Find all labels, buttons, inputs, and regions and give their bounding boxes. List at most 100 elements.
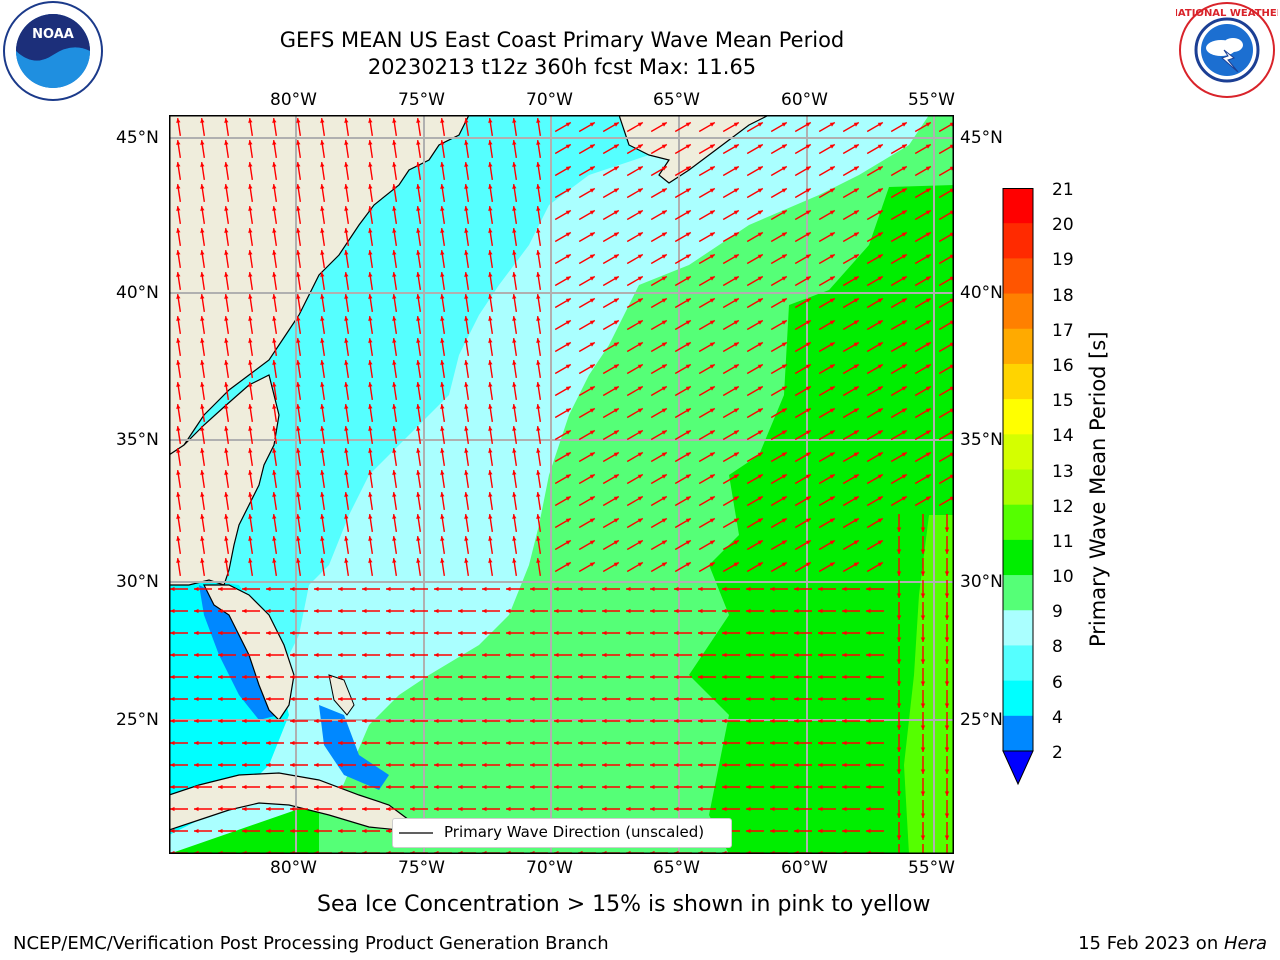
wave-arrow-head (925, 276, 931, 281)
wave-arrow-head (536, 382, 541, 387)
wave-arrow-head (920, 593, 926, 598)
wave-arrow-head (224, 250, 229, 255)
wave-arrow-head (709, 386, 715, 391)
wave-arrow-head (589, 166, 595, 171)
wave-arrow-head (224, 338, 229, 343)
wave-arrow-head (818, 762, 823, 768)
wave-arrow-head (338, 696, 343, 702)
wave-arrow-head (637, 210, 643, 215)
wave-arrow-head (458, 652, 463, 658)
wave-arrow-head (458, 762, 463, 768)
wave-arrow-head (698, 652, 703, 658)
wave-arrow-head (512, 140, 517, 145)
period-band-11-12 (904, 515, 954, 854)
wave-arrow-head (661, 364, 667, 369)
wave-arrow-head (589, 540, 595, 545)
wave-arrow-head (565, 430, 571, 435)
wave-arrow-head (661, 122, 667, 127)
wave-arrow-head (272, 492, 277, 497)
wave-arrow-head (781, 408, 787, 413)
wave-arrow-head (805, 210, 811, 215)
wave-arrow-head (805, 518, 811, 523)
colorbar-label: Primary Wave Mean Period [s] (1086, 331, 1110, 647)
wave-arrow-head (746, 762, 751, 768)
wave-arrow-head (920, 659, 926, 664)
wave-arrow-head (805, 298, 811, 303)
wave-arrow-head (685, 232, 691, 237)
wave-arrow-head (626, 784, 631, 790)
wave-arrow-head (176, 360, 181, 365)
wave-arrow-head (314, 674, 319, 680)
wave-arrow-head (416, 448, 421, 453)
wave-arrow-head (218, 674, 223, 680)
wave-arrow-head (440, 140, 445, 145)
wave-arrow-head (386, 652, 391, 658)
wave-arrow-head (554, 740, 559, 746)
wave-arrow-head (200, 404, 205, 409)
wave-arrow-head (842, 586, 847, 592)
wave-arrow-head (248, 338, 253, 343)
wave-arrow-head (794, 762, 799, 768)
wave-arrow-head (781, 452, 787, 457)
wave-arrow-head (512, 360, 517, 365)
wave-arrow-head (613, 408, 619, 413)
wave-arrow-head (392, 294, 397, 299)
wave-arrow-head (296, 382, 301, 387)
wave-arrow-head (896, 791, 902, 796)
wave-arrow-head (920, 637, 926, 642)
wave-arrow-head (506, 718, 511, 724)
wave-arrow-head (709, 408, 715, 413)
wave-arrow-head (338, 762, 343, 768)
wave-arrow-head (224, 118, 229, 123)
wave-arrow-head (488, 118, 493, 123)
wave-arrow-head (416, 272, 421, 277)
wave-arrow-head (757, 408, 763, 413)
wave-arrow-head (842, 762, 847, 768)
wave-arrow-head (842, 828, 847, 834)
wave-arrow-head (554, 674, 559, 680)
wave-arrow-head (685, 386, 691, 391)
wave-arrow-head (650, 806, 655, 812)
wave-arrow-head (805, 188, 811, 193)
wave-arrow-head (733, 540, 739, 545)
wave-arrow-head (554, 718, 559, 724)
wave-arrow-head (464, 514, 469, 519)
wave-arrow-head (530, 718, 535, 724)
wave-arrow-head (488, 558, 493, 563)
wave-arrow-head (829, 144, 835, 149)
wave-arrow-head (320, 338, 325, 343)
wave-arrow-head (368, 140, 373, 145)
wave-arrow-head (746, 586, 751, 592)
wave-arrow-head (272, 184, 277, 189)
wave-arrow-head (925, 188, 931, 193)
wave-arrow-head (272, 206, 277, 211)
wave-arrow-head (626, 608, 631, 614)
wave-arrow-head (733, 386, 739, 391)
wave-arrow-head (661, 342, 667, 347)
wave-arrow-head (901, 210, 907, 215)
wave-arrow-head (770, 696, 775, 702)
wave-arrow-head (530, 762, 535, 768)
wave-arrow-head (488, 382, 493, 387)
wave-arrow-head (440, 316, 445, 321)
wave-arrow-head (242, 718, 247, 724)
wave-arrow-head (698, 630, 703, 636)
wave-arrow-head (392, 118, 397, 123)
wave-arrow-head (589, 232, 595, 237)
wave-arrow-head (578, 586, 583, 592)
wave-arrow-head (565, 166, 571, 171)
wave-arrow-head (589, 188, 595, 193)
wave-arrow-head (661, 232, 667, 237)
wave-arrow-head (440, 470, 445, 475)
wave-arrow-head (410, 718, 415, 724)
wave-arrow-head (602, 806, 607, 812)
wave-arrow-head (410, 762, 415, 768)
wave-arrow-head (805, 232, 811, 237)
colorbar-tick-label: 16 (1052, 355, 1074, 376)
wave-arrow-head (362, 784, 367, 790)
wave-arrow-head (650, 608, 655, 614)
wave-arrow-head (488, 272, 493, 277)
lon-label-bottom-80w: 80°W (270, 858, 317, 878)
wave-arrow-head (440, 360, 445, 365)
wave-arrow-head (272, 272, 277, 277)
